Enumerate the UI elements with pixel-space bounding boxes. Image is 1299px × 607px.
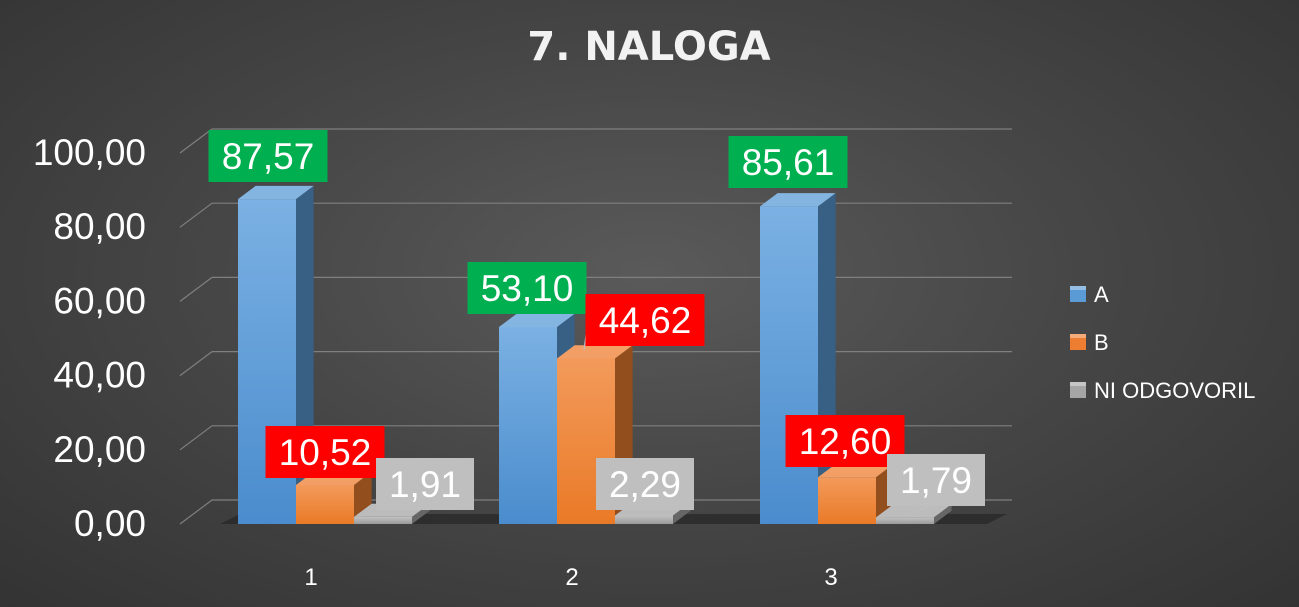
data-label-box — [376, 458, 474, 510]
bar-front — [354, 516, 412, 524]
bar-top — [876, 504, 952, 518]
data-label-text: 85,61 — [742, 142, 835, 183]
data-label-box — [728, 136, 848, 188]
data-label-box — [265, 426, 385, 478]
data-label-a-1: 87,57 — [208, 130, 328, 182]
legend-item-a: A — [1070, 282, 1109, 307]
y-tick-label: 80,00 — [53, 206, 146, 247]
data-label-b-2: 44,62 — [585, 294, 705, 346]
y-tick-label: 60,00 — [53, 280, 146, 321]
legend-swatch-top — [1070, 334, 1086, 338]
bar-front — [818, 477, 876, 524]
data-label-box — [596, 458, 694, 510]
x-tick-label: 1 — [304, 564, 317, 591]
data-label-ni-odgovoril-3: 1,79 — [887, 454, 985, 506]
data-label-text: 44,62 — [599, 300, 692, 341]
data-label-text: 87,57 — [222, 136, 315, 177]
y-tick-label: 100,00 — [33, 132, 146, 173]
bar-front — [296, 484, 354, 524]
gridline-diagonal — [179, 128, 213, 154]
bar-ni-odgovoril-3 — [876, 504, 952, 524]
bar-front — [876, 517, 934, 524]
legend: AB NI ODGOVORIL — [1070, 282, 1255, 403]
data-label-b-3: 12,60 — [785, 415, 905, 467]
bar-front — [760, 206, 818, 524]
x-axis: 1 2 3 — [304, 564, 837, 591]
data-label-text: 1,79 — [900, 460, 972, 501]
bar-top — [818, 464, 894, 478]
y-tick-label: 0,00 — [74, 503, 146, 544]
bar-top — [499, 313, 575, 327]
legend-label: A — [1094, 282, 1109, 307]
bars — [238, 185, 952, 525]
data-label-a-2: 53,10 — [467, 262, 587, 314]
y-tick-label: 40,00 — [53, 355, 146, 396]
gridline-diagonal — [179, 351, 213, 377]
gridline-diagonal — [179, 425, 213, 451]
legend-item-b: B — [1070, 330, 1109, 355]
data-label-ni-odgovoril-1: 1,91 — [376, 458, 474, 510]
data-label-box — [785, 415, 905, 467]
data-label-text: 2,29 — [609, 464, 681, 505]
data-label-text: 53,10 — [481, 268, 574, 309]
bar-top — [238, 185, 314, 200]
gridline-diagonal — [179, 276, 213, 302]
data-label-box — [208, 130, 328, 182]
data-label-text: 1,91 — [389, 464, 461, 505]
data-label-box — [887, 454, 985, 506]
x-tick-label: 2 — [565, 564, 578, 591]
data-label-box — [467, 262, 587, 314]
data-label-b-1: 10,52 — [265, 426, 385, 478]
bar-front — [615, 515, 673, 524]
legend-label: B — [1094, 330, 1109, 355]
chart-title: 7. NALOGA — [527, 24, 770, 70]
legend-swatch-top — [1070, 382, 1086, 386]
bar-side — [934, 504, 952, 524]
legend-swatch-top — [1070, 286, 1086, 290]
x-tick-label: 3 — [824, 564, 837, 591]
legend-item-ni-odgovoril: NI ODGOVORIL — [1070, 378, 1255, 403]
bar-top — [557, 345, 633, 359]
bar-front — [499, 326, 557, 524]
data-label-ni-odgovoril-2: 2,29 — [596, 458, 694, 510]
bar-b-2 — [557, 345, 633, 524]
y-tick-label: 20,00 — [53, 429, 146, 470]
data-label-text: 10,52 — [279, 432, 372, 473]
data-label-a-3: 85,61 — [728, 136, 848, 188]
gridline-diagonal — [179, 499, 213, 525]
gridline-diagonal — [179, 202, 213, 228]
bar-top — [760, 193, 836, 207]
data-labels: 87,57 10,52 1,91 53,10 44,62 2,29 85,61 12,601,… — [208, 130, 985, 510]
legend-label: NI ODGOVORIL — [1094, 378, 1255, 403]
data-label-text: 12,60 — [799, 421, 892, 462]
y-axis: 0,00 20,00 40,00 60,00 80,00 100,00 — [33, 132, 146, 544]
data-label-box — [585, 294, 705, 346]
